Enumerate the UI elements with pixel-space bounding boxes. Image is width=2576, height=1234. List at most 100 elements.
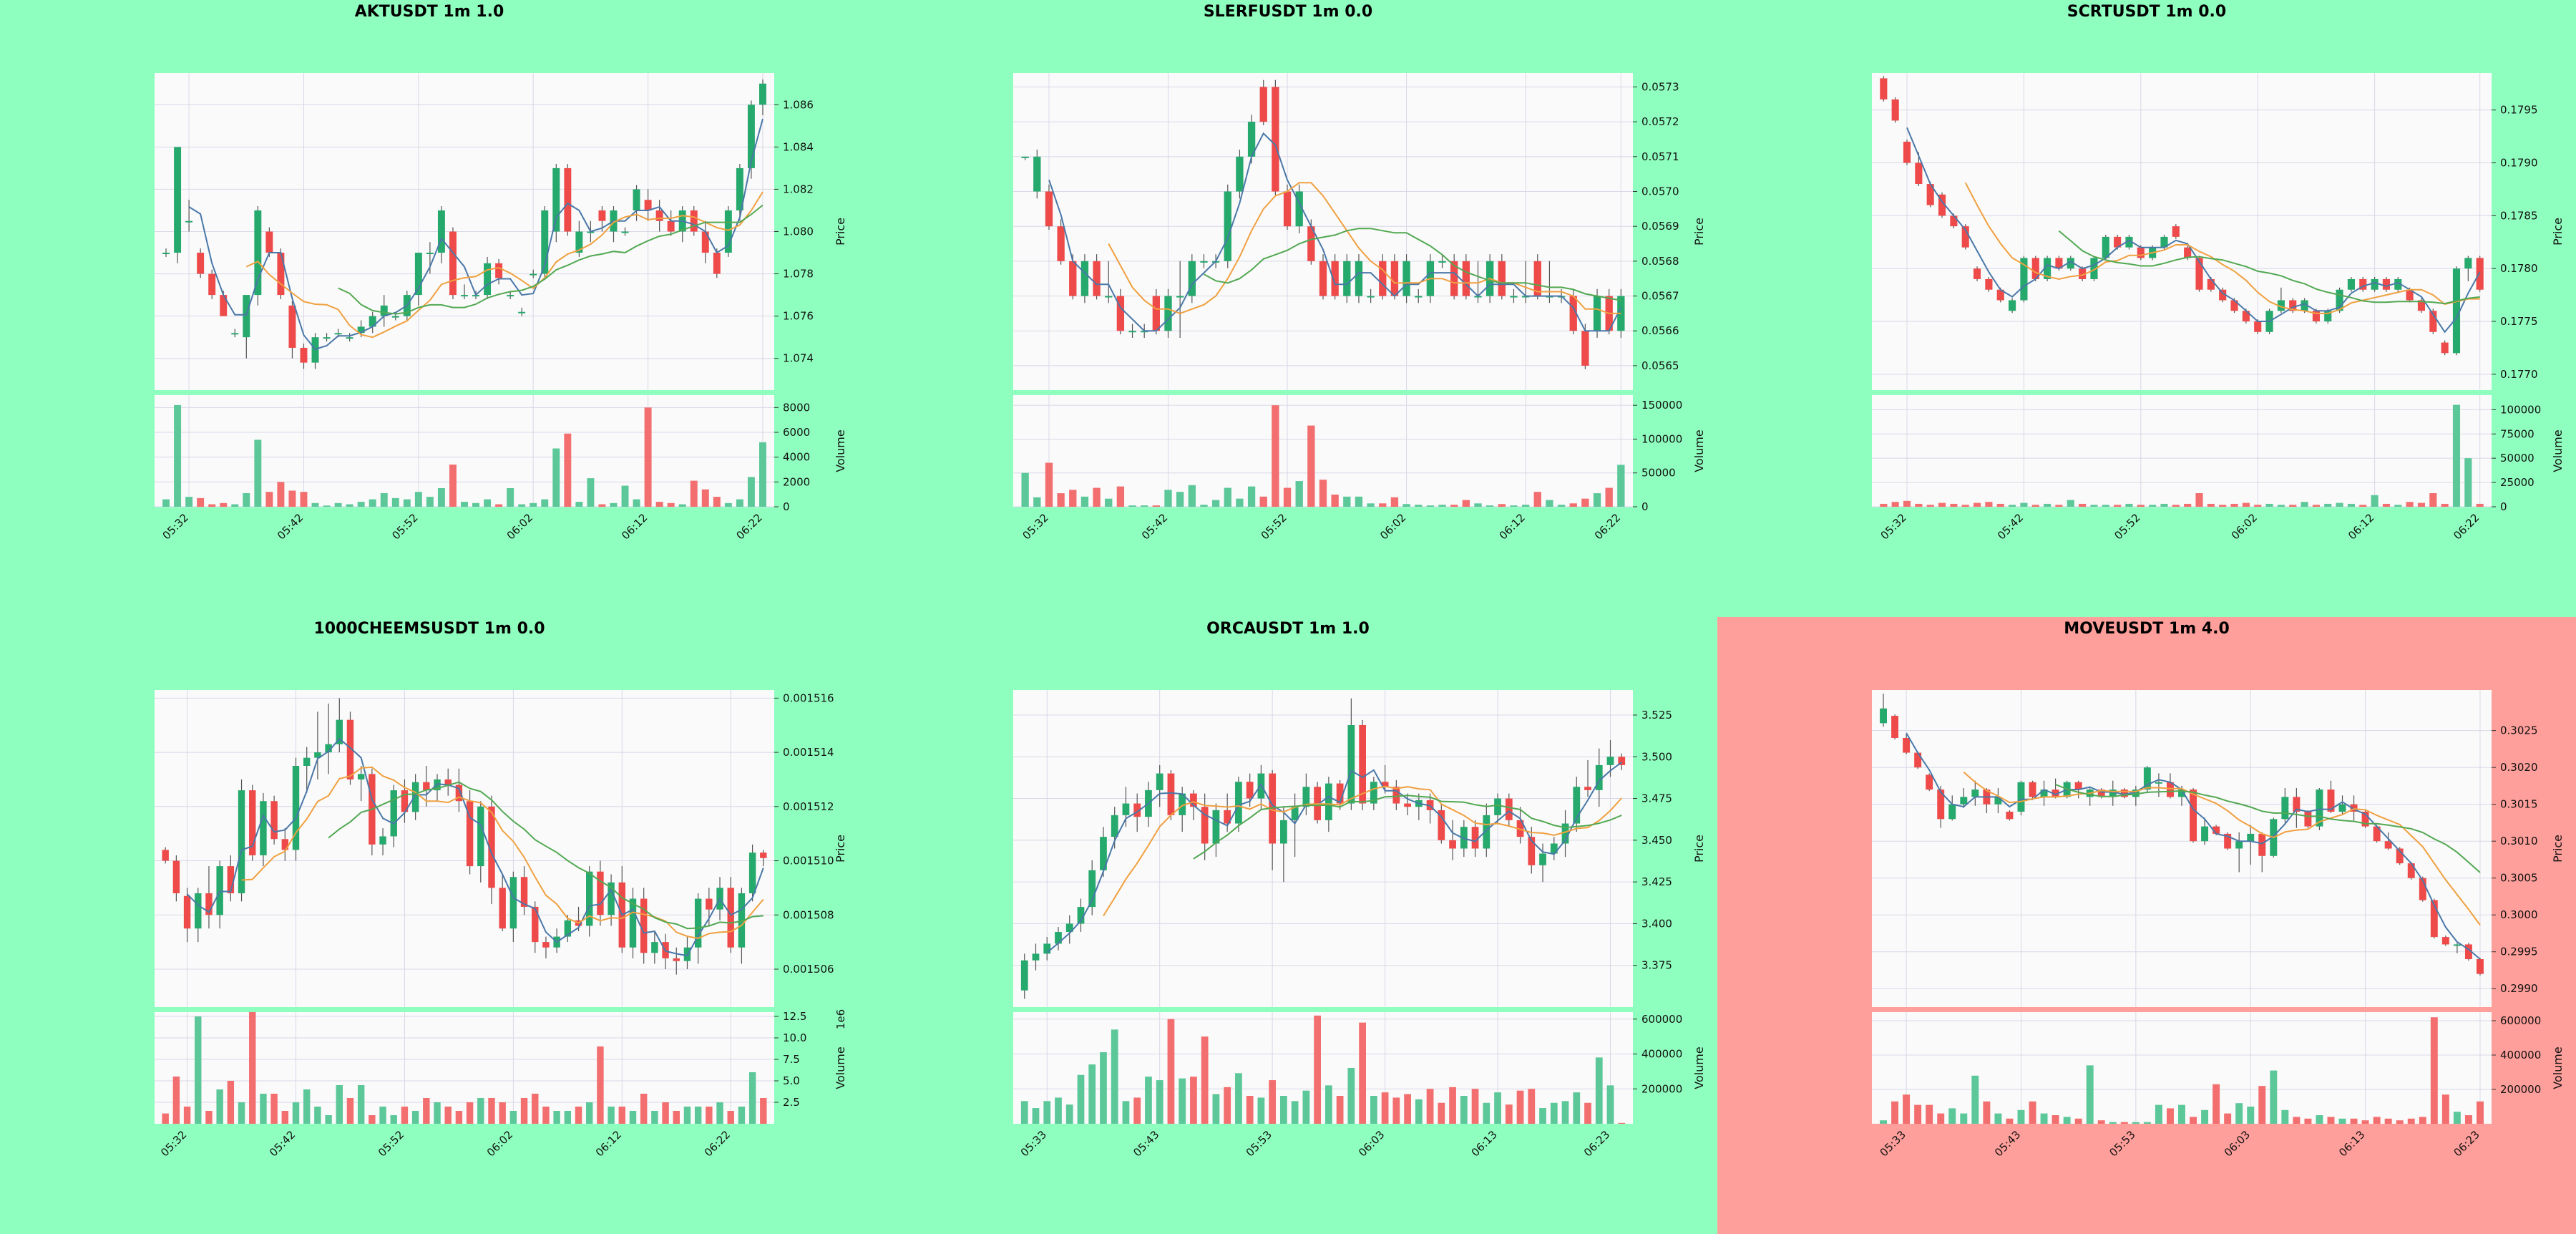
- time-tick-label: 06:12: [2346, 511, 2376, 542]
- candle-body: [673, 958, 680, 961]
- volume-bar: [706, 1107, 713, 1124]
- price-tick-label: 1.080: [783, 225, 814, 238]
- volume-bar: [1498, 504, 1506, 507]
- volume-bar: [1212, 1094, 1220, 1124]
- volume-bar: [2063, 1117, 2071, 1124]
- candle-body: [183, 895, 191, 929]
- time-tick-label: 05:42: [275, 511, 306, 542]
- volume-bar: [303, 1089, 311, 1124]
- candlestick-chart: 0.0565 0.0566 0.0567 0.0568 0.0569 0.0570 0.05…: [1013, 73, 1706, 542]
- price-tick-label: 3.375: [1641, 959, 1672, 972]
- volume-bar: [2097, 1120, 2105, 1124]
- candle-body: [667, 220, 675, 232]
- volume-bar: [390, 1115, 397, 1124]
- volume-bar: [2304, 1118, 2312, 1124]
- candle-body: [2184, 247, 2192, 258]
- volume-bar: [499, 1102, 506, 1124]
- candle-body: [518, 311, 526, 314]
- candle-body: [1212, 810, 1220, 844]
- candle-body: [1246, 782, 1254, 799]
- volume-bar: [542, 1107, 550, 1124]
- volume-bar: [1561, 1101, 1569, 1124]
- ma-slow-line: [1204, 228, 1621, 301]
- candle-body: [2476, 959, 2484, 974]
- volume-bar: [1973, 502, 1981, 507]
- candle-body: [724, 210, 732, 253]
- volume-tick-label: 100000: [1641, 432, 1682, 445]
- candle-body: [227, 866, 235, 893]
- candle-body: [1903, 141, 1911, 163]
- volume-bar: [205, 1111, 213, 1124]
- volume-bar: [484, 499, 492, 507]
- volume-bar: [1938, 502, 1946, 507]
- ma-mid-line: [1963, 771, 2481, 926]
- candle-body: [747, 105, 755, 168]
- volume-bar: [1483, 1102, 1491, 1124]
- volume-bar: [1291, 1101, 1299, 1124]
- candle-body: [334, 333, 342, 335]
- volume-bar: [292, 1102, 300, 1124]
- volume-bar: [2293, 1117, 2301, 1124]
- candle-body: [2051, 790, 2059, 797]
- chart-panel: SLERFUSDT 1m 0.0 0.0565 0.0566 0.0567 0.056…: [859, 0, 1717, 617]
- volume-bar: [2247, 1107, 2255, 1124]
- volume-bar: [1379, 503, 1387, 507]
- candle-body: [1200, 261, 1208, 263]
- candle-body: [2201, 826, 2209, 842]
- candle-body: [1915, 162, 1923, 185]
- price-tick-label: 0.3010: [2500, 835, 2538, 847]
- ma-fast-line: [188, 118, 763, 351]
- volume-bar: [667, 502, 675, 507]
- volume-bar: [2327, 1117, 2335, 1124]
- price-panel: [155, 690, 774, 1007]
- candle-body: [644, 200, 652, 210]
- volume-bar: [2067, 500, 2074, 507]
- candle-body: [1581, 331, 1589, 366]
- volume-bar: [2429, 493, 2437, 507]
- candle-body: [1618, 757, 1626, 765]
- candle-body: [2207, 278, 2215, 290]
- candle-body: [1381, 782, 1389, 787]
- candle-body: [1593, 296, 1601, 331]
- volume-bar: [1302, 1090, 1310, 1124]
- volume-bar: [2184, 503, 2192, 507]
- time-tick-label: 06:02: [484, 1128, 515, 1159]
- volume-bar: [1347, 1068, 1355, 1124]
- candle-body: [2109, 790, 2117, 797]
- volume-bar: [610, 502, 618, 507]
- candle-body: [2430, 900, 2438, 938]
- candle-body: [195, 893, 202, 929]
- candle-body: [629, 898, 637, 948]
- time-tick-label: 05:52: [389, 511, 420, 542]
- candle-body: [172, 860, 180, 893]
- volume-bar: [2090, 505, 2098, 507]
- volume-bar: [2476, 503, 2484, 507]
- candle-body: [575, 231, 583, 253]
- volume-tick-label: 0: [783, 500, 790, 513]
- price-tick-label: 0.0568: [1641, 255, 1679, 268]
- candle-body: [1390, 261, 1399, 296]
- candle-body: [748, 852, 756, 893]
- candle-body: [608, 882, 615, 915]
- candle-body: [2359, 278, 2367, 290]
- candle-body: [2312, 311, 2320, 322]
- candle-body: [2040, 790, 2048, 797]
- candle-body: [1295, 191, 1303, 227]
- volume-bar: [1259, 496, 1267, 507]
- price-tick-label: 0.0567: [1641, 290, 1679, 303]
- price-tick-label: 1.078: [783, 268, 814, 281]
- candle-body: [2079, 268, 2087, 279]
- candle-body: [325, 744, 332, 753]
- candle-body: [2132, 790, 2140, 797]
- candle-body: [208, 273, 216, 296]
- volume-bar: [727, 1111, 734, 1124]
- time-tick-label: 06:13: [1469, 1128, 1500, 1159]
- candle-body: [2316, 790, 2323, 827]
- price-axis-label: Price: [2551, 835, 2565, 863]
- candle-body: [1069, 261, 1077, 296]
- candle-body: [2120, 790, 2128, 797]
- volume-bar: [1880, 1120, 1888, 1124]
- candlestick-chart: 3.375 3.400 3.425 3.450 3.475 3.500 3.525 20000…: [1013, 690, 1706, 1159]
- volume-bar: [2350, 1118, 2358, 1124]
- volume-bar: [1272, 405, 1279, 507]
